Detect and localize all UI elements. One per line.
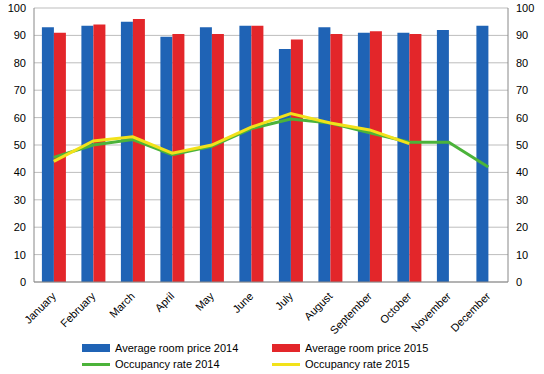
svg-text:May: May: [193, 289, 217, 313]
svg-text:November: November: [409, 290, 454, 335]
svg-text:February: February: [58, 289, 98, 329]
svg-text:90: 90: [516, 29, 528, 41]
svg-text:100: 100: [8, 2, 26, 14]
html-text:Average room price 2014: Average room price 2014: [115, 342, 239, 354]
html-text:Occupancy rate 2014: Occupancy rate 2014: [115, 358, 220, 370]
svg-text:50: 50: [516, 139, 528, 151]
svg-text:100: 100: [516, 2, 534, 14]
svg-text:April: April: [152, 290, 176, 314]
svg-text:90: 90: [14, 29, 26, 41]
svg-text:0: 0: [516, 276, 522, 288]
svg-text:October: October: [377, 290, 413, 326]
svg-text:40: 40: [14, 166, 26, 178]
svg-text:June: June: [230, 290, 255, 315]
svg-text:70: 70: [14, 84, 26, 96]
svg-text:50: 50: [14, 139, 26, 151]
svg-text:20: 20: [14, 221, 26, 233]
svg-text:January: January: [22, 289, 59, 326]
svg-text:March: March: [107, 290, 137, 320]
svg-text:0: 0: [20, 276, 26, 288]
svg-text:40: 40: [516, 166, 528, 178]
svg-text:80: 80: [14, 57, 26, 69]
svg-text:70: 70: [516, 84, 528, 96]
svg-text:August: August: [302, 290, 335, 323]
html-text:Occupancy rate 2015: Occupancy rate 2015: [305, 358, 410, 370]
svg-text:60: 60: [516, 112, 528, 124]
svg-text:60: 60: [14, 112, 26, 124]
svg-text:20: 20: [516, 221, 528, 233]
svg-text:10: 10: [516, 249, 528, 261]
svg-text:80: 80: [516, 57, 528, 69]
svg-text:December: December: [448, 290, 493, 335]
html-text:Average room price 2015: Average room price 2015: [305, 342, 429, 354]
svg-text:10: 10: [14, 249, 26, 261]
svg-text:September: September: [327, 290, 374, 337]
svg-text:30: 30: [14, 194, 26, 206]
svg-text:July: July: [273, 289, 296, 312]
svg-text:30: 30: [516, 194, 528, 206]
